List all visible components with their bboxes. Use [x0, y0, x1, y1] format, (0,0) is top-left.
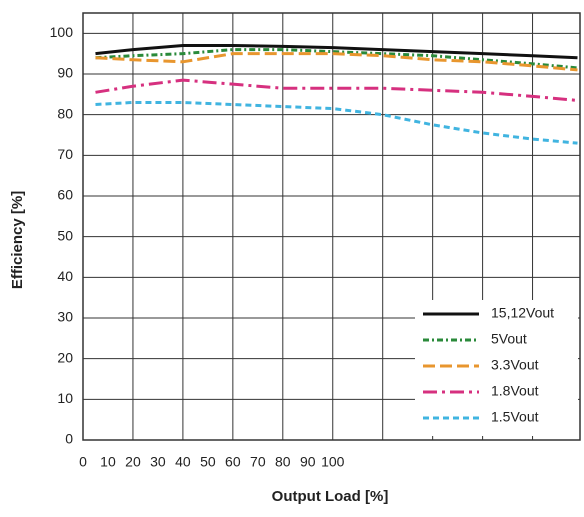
y-tick-label: 10 — [57, 390, 73, 406]
y-tick-label: 0 — [65, 431, 73, 447]
series-line — [95, 48, 578, 70]
y-tick-label: 70 — [57, 146, 73, 162]
legend-label: 1.8Vout — [491, 383, 539, 399]
legend-box — [415, 300, 578, 436]
x-tick-label: 40 — [175, 454, 191, 470]
x-tick-label: 70 — [250, 454, 266, 470]
legend-label: 5Vout — [491, 331, 527, 347]
series-line — [95, 100, 578, 145]
series-line — [95, 78, 578, 102]
legend-label: 1.5Vout — [491, 409, 539, 425]
legend-label: 3.3Vout — [491, 357, 539, 373]
y-tick-label: 100 — [50, 24, 74, 40]
y-tick-label: 60 — [57, 187, 73, 203]
x-axis-title: Output Load [%] — [272, 488, 389, 505]
x-tick-label: 60 — [225, 454, 241, 470]
y-axis-title: Efficiency [%] — [9, 191, 26, 289]
series-line — [95, 44, 578, 60]
x-tick-label: 50 — [200, 454, 216, 470]
x-tick-label: 20 — [125, 454, 141, 470]
x-tick-label: 80 — [275, 454, 291, 470]
x-tick-label: 30 — [150, 454, 166, 470]
y-tick-label: 20 — [57, 349, 73, 365]
x-tick-label: 10 — [100, 454, 116, 470]
x-tick-label: 90 — [300, 454, 316, 470]
x-tick-label: 100 — [321, 454, 345, 470]
y-tick-label: 80 — [57, 105, 73, 121]
legend-label: 15,12Vout — [491, 305, 554, 321]
y-tick-label: 40 — [57, 268, 73, 284]
y-tick-label: 30 — [57, 309, 73, 325]
y-tick-label: 50 — [57, 227, 73, 243]
x-tick-label: 0 — [79, 454, 87, 470]
series-line — [95, 52, 578, 72]
y-tick-label: 90 — [57, 65, 73, 81]
